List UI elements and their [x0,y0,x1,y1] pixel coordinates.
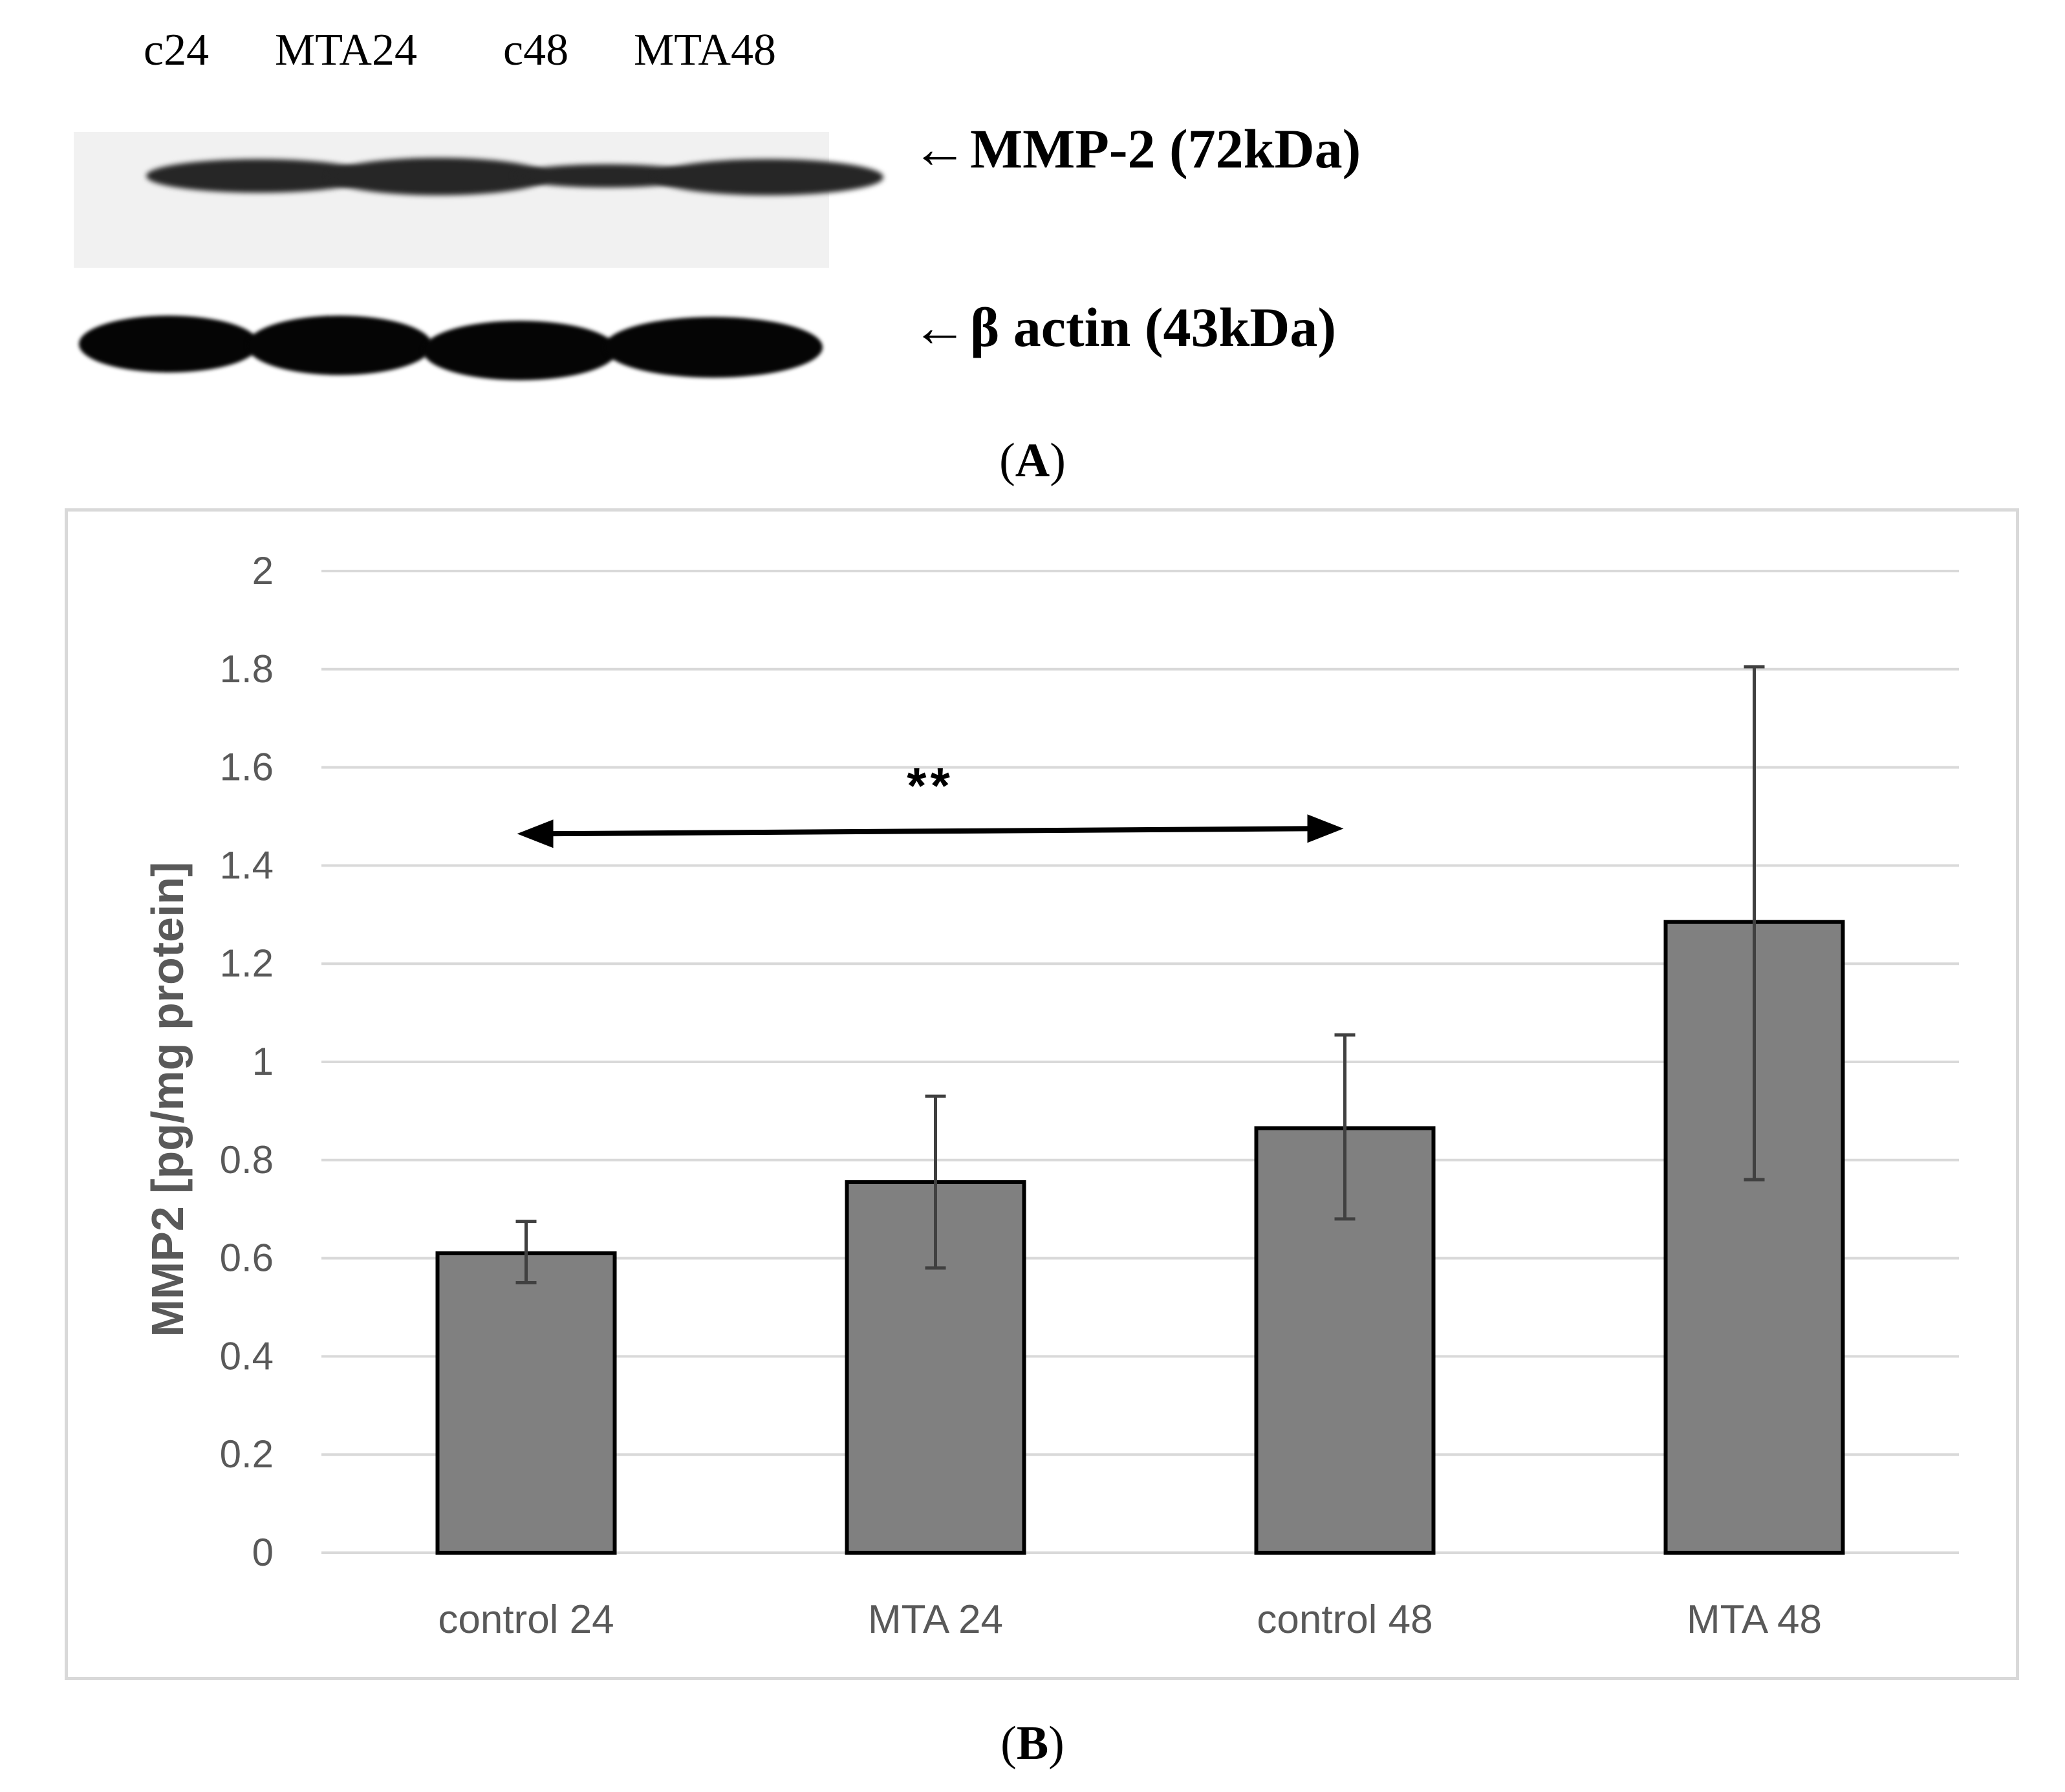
bar-control-48 [1254,1126,1436,1555]
mmp2-bar-chart: 0 0.2 0.4 0.6 0.8 1 1.2 1.4 1.6 1.8 2 control 24 MTA… [142,549,1959,1642]
lane-label-c24: c24 [144,25,210,75]
arrowhead-left-icon [517,819,554,848]
lane-label-mta48: MTA48 [634,25,776,75]
mmp2-marker-label: ←MMP-2 (72kDa) [912,116,1361,181]
x-category-label: control 24 [438,1597,614,1642]
lane-label-mta24: MTA24 [275,25,417,75]
panel-a-caption: (A) [999,434,1066,487]
actin-band-mta48 [604,317,823,378]
mmp2-blot-strip [74,132,883,268]
y-axis-title: MMP2 [pg/mg protein] [142,862,193,1337]
mmp2-marker-text: MMP-2 (72kDa) [970,118,1361,180]
y-tick-label: 1.6 [220,746,274,789]
y-tick-label: 0.8 [220,1138,274,1182]
mmp2-band-mta24 [327,158,550,195]
significance-stars: ** [907,757,954,814]
actin-marker-label: ←β actin (43kDa) [912,295,1336,360]
x-category-label: MTA 48 [1687,1597,1822,1642]
y-tick-label: 0.4 [220,1334,274,1377]
actin-band-c48 [423,321,617,380]
panel-b-caption: (B) [1000,1717,1065,1770]
y-tick-label: 0 [252,1531,274,1574]
actin-band-c24 [79,316,259,372]
left-arrow-icon: ← [912,118,968,180]
x-category-label: MTA 24 [868,1597,1003,1642]
mmp2-band-mta48 [653,159,883,195]
actin-marker-text: β actin (43kDa) [970,296,1337,358]
chart-frame: 0 0.2 0.4 0.6 0.8 1 1.2 1.4 1.6 1.8 2 control 24 MTA… [65,508,2019,1680]
y-tick-label: 1.4 [220,843,274,887]
y-tick-label: 2 [252,549,274,592]
y-tick-label: 1 [252,1040,274,1083]
actin-band-mta24 [247,316,432,375]
left-arrow-icon: ← [912,296,968,358]
lane-label-c48: c48 [503,25,569,75]
y-tick-label: 1.8 [220,647,274,691]
significance-arrow-line [543,826,1318,837]
y-tick-label: 1.2 [220,942,274,985]
bar-control-24 [435,1251,617,1555]
y-tick-label: 0.2 [220,1432,274,1476]
actin-blot-strip [74,297,829,394]
x-category-label: control 48 [1257,1597,1433,1642]
y-tick-label: 0.6 [220,1236,274,1280]
arrowhead-right-icon [1307,814,1344,843]
